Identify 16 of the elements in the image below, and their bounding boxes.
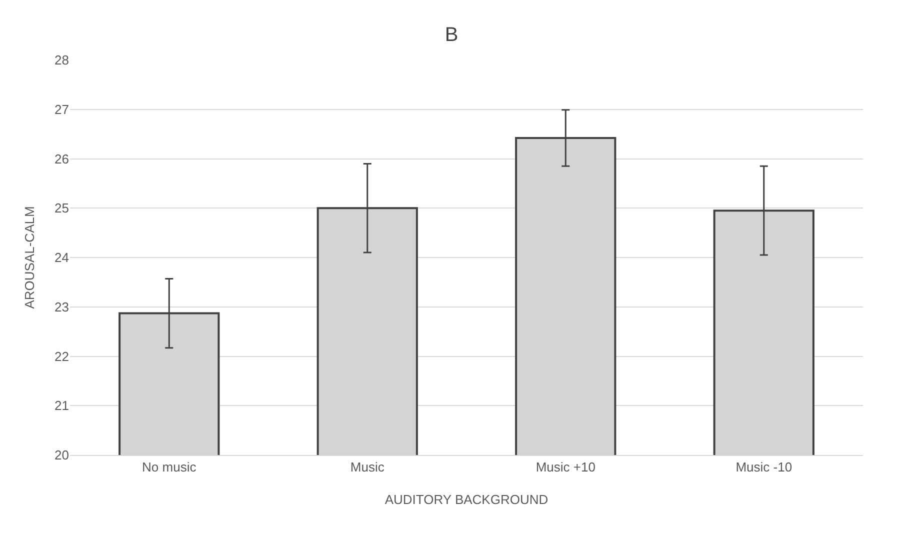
y-tick-label: 22 — [54, 348, 69, 364]
y-tick-label: 27 — [54, 102, 69, 117]
y-tick-label: 20 — [54, 448, 69, 463]
x-tick-label: Music -10 — [736, 460, 792, 475]
y-tick-label: 23 — [54, 299, 69, 314]
y-tick-label: 24 — [54, 250, 69, 266]
y-tick-label: 26 — [54, 151, 69, 166]
y-tick-label: 25 — [54, 200, 69, 216]
x-tick-label: Music +10 — [536, 460, 596, 475]
x-axis-title: AUDITORY BACKGROUND — [384, 492, 548, 507]
y-axis-title: AROUSAL-CALM — [22, 206, 37, 309]
y-tick-label: 28 — [54, 52, 69, 68]
y-tick-label: 21 — [54, 398, 69, 414]
chart-title: B — [444, 24, 458, 46]
x-tick-label: Music — [350, 460, 385, 475]
x-tick-label: No music — [142, 460, 197, 475]
